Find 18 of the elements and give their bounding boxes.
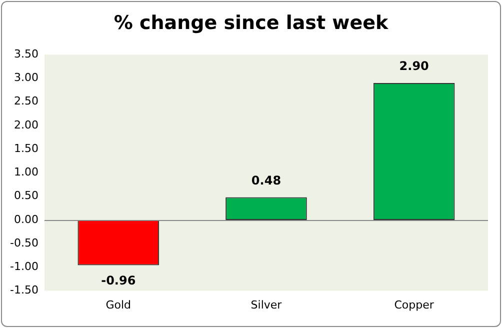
y-tick-label: 1.50 (14, 142, 38, 155)
data-label: -0.96 (101, 273, 136, 288)
y-tick-label: 0.00 (14, 212, 38, 226)
y-tick-label: -1.00 (10, 260, 38, 274)
y-tick-label: -1.50 (10, 284, 38, 297)
y-tick-label: 2.50 (14, 94, 38, 108)
chart-title: % change since last week (112, 12, 390, 34)
y-tick-label: -0.50 (10, 236, 38, 250)
y-tick-label: 2.00 (14, 118, 38, 132)
y-tick-label: 0.50 (14, 189, 38, 202)
data-label: 2.90 (399, 59, 429, 74)
x-tick-label: Copper (394, 298, 434, 312)
x-tick-label: Silver (250, 298, 282, 312)
data-label: 0.48 (251, 173, 282, 188)
y-tick-label: 3.00 (14, 71, 38, 84)
y-tick-label: 1.00 (14, 166, 38, 179)
y-tick-label: 3.50 (14, 47, 38, 60)
x-tick-label: Gold (106, 298, 132, 312)
